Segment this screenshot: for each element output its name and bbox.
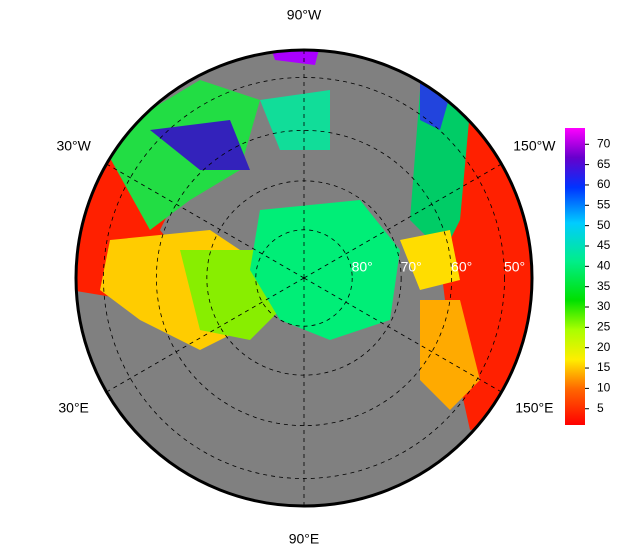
ocean-field	[400, 230, 460, 290]
colorbar-tick-label: 5	[597, 401, 604, 415]
meridian	[106, 163, 305, 279]
ocean-field	[420, 300, 480, 410]
colorbar-tick-label: 15	[597, 360, 611, 374]
colorbar-tick-label: 50	[597, 218, 611, 232]
ocean-field	[270, 50, 320, 65]
latitude-label: 70°	[401, 259, 422, 275]
ocean-field	[250, 200, 400, 340]
colorbar-tick-label: 65	[597, 157, 611, 171]
latitude-circle	[155, 129, 453, 427]
meridian	[106, 277, 305, 393]
colorbar-tick-label: 20	[597, 340, 611, 354]
colorbar	[565, 128, 585, 425]
ocean-field	[260, 90, 330, 150]
ocean-field	[150, 120, 250, 170]
colorbar-tick-label: 70	[597, 136, 611, 150]
longitude-label: 150°W	[513, 138, 556, 154]
latitude-label: 80°	[352, 259, 373, 275]
longitude-label: 150°E	[515, 400, 553, 416]
longitude-label: 30°W	[56, 138, 91, 154]
map-body	[76, 50, 532, 506]
longitude-label: 90°W	[287, 7, 322, 23]
colorbar-tick-label: 55	[597, 197, 611, 211]
colorbar-tick-label: 30	[597, 299, 611, 313]
longitude-label: 90°E	[289, 531, 320, 547]
colorbar-tick-label: 45	[597, 238, 611, 252]
meridian	[303, 163, 502, 279]
colorbar-tick-label: 10	[597, 381, 611, 395]
ocean-field	[410, 90, 470, 250]
latitude-label: 60°	[451, 259, 472, 275]
map-border	[74, 48, 534, 508]
colorbar-tick-label: 35	[597, 279, 611, 293]
colorbar-tick-label: 40	[597, 259, 611, 273]
longitude-label: 30°E	[58, 400, 89, 416]
graticule	[103, 50, 505, 506]
colorbar-tick-label: 60	[597, 177, 611, 191]
latitude-label: 50°	[504, 259, 525, 275]
meridian	[303, 277, 502, 393]
colorbar-tick-label: 25	[597, 320, 611, 334]
